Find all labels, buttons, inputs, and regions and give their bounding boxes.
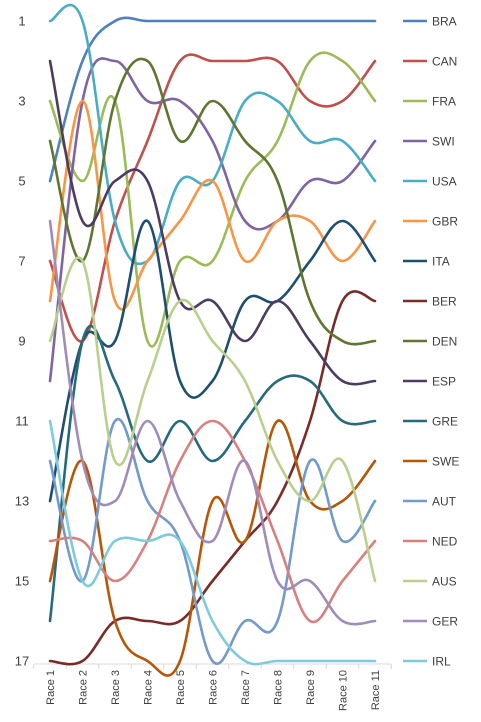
legend-label-gbr: GBR bbox=[432, 215, 458, 229]
legend-label-ita: ITA bbox=[432, 255, 450, 269]
x-tick-label: Race 5 bbox=[175, 670, 187, 705]
legend-label-swe: SWE bbox=[432, 455, 459, 469]
legend-label-ger: GER bbox=[432, 615, 458, 629]
series-line-irl bbox=[48, 419, 377, 666]
y-tick-label: 3 bbox=[18, 94, 25, 109]
legend-label-fra: FRA bbox=[432, 95, 456, 109]
series-line-gbr bbox=[48, 99, 377, 311]
legend-label-aus: AUS bbox=[432, 575, 457, 589]
x-tick-label: Race 10 bbox=[338, 670, 350, 711]
series-line-swe bbox=[48, 419, 377, 677]
x-tick-label: Race 2 bbox=[78, 670, 90, 705]
x-tick-label: Race 11 bbox=[370, 670, 382, 710]
series-line-gre bbox=[48, 324, 377, 623]
legend-label-gre: GRE bbox=[432, 415, 458, 429]
legend-label-aut: AUT bbox=[432, 495, 457, 509]
series-line-bra bbox=[48, 16, 377, 183]
series-line-esp bbox=[48, 59, 377, 386]
legend-label-den: DEN bbox=[432, 335, 457, 349]
legend-label-esp: ESP bbox=[432, 375, 456, 389]
series-line-can bbox=[48, 53, 377, 343]
series-line-ned bbox=[48, 419, 377, 624]
legend-label-bra: BRA bbox=[432, 15, 457, 29]
legend-label-irl: IRL bbox=[432, 655, 451, 669]
y-tick-label: 9 bbox=[18, 334, 25, 349]
y-tick-label: 17 bbox=[15, 654, 29, 669]
x-tick-label: Race 4 bbox=[143, 670, 155, 705]
legend-label-ber: BER bbox=[432, 295, 457, 309]
x-axis: Race 1 Race 2 Race 3 Race 4 Race 5 Race 6 Race… bbox=[33, 663, 392, 711]
series-lines bbox=[48, 3, 377, 677]
legend-label-ned: NED bbox=[432, 535, 458, 549]
series-line-ger bbox=[48, 219, 377, 626]
legend-label-swi: SWI bbox=[432, 135, 455, 149]
series-line-aut bbox=[48, 417, 377, 665]
x-tick-label: Race 8 bbox=[273, 670, 285, 705]
x-tick-label: Race 6 bbox=[208, 670, 220, 705]
legend: BRA CAN FRA SWI USA GBR ITA BER DEN ESP GRE SWE AUT N… bbox=[403, 15, 459, 669]
series-line-usa bbox=[48, 3, 377, 266]
y-tick-label: 1 bbox=[18, 14, 25, 29]
x-tick-label: Race 1 bbox=[45, 670, 57, 705]
series-line-fra bbox=[48, 51, 377, 348]
series-line-aus bbox=[48, 256, 377, 583]
y-tick-label: 15 bbox=[15, 574, 29, 589]
x-tick-label: Race 7 bbox=[240, 670, 252, 705]
legend-label-can: CAN bbox=[432, 55, 457, 69]
y-tick-label: 13 bbox=[15, 494, 29, 509]
y-tick-label: 5 bbox=[18, 174, 25, 189]
legend-label-usa: USA bbox=[432, 175, 457, 189]
y-tick-label: 11 bbox=[15, 414, 29, 429]
x-tick-label: Race 9 bbox=[305, 670, 317, 705]
x-tick-label: Race 3 bbox=[110, 670, 122, 705]
y-tick-label: 7 bbox=[18, 254, 25, 269]
